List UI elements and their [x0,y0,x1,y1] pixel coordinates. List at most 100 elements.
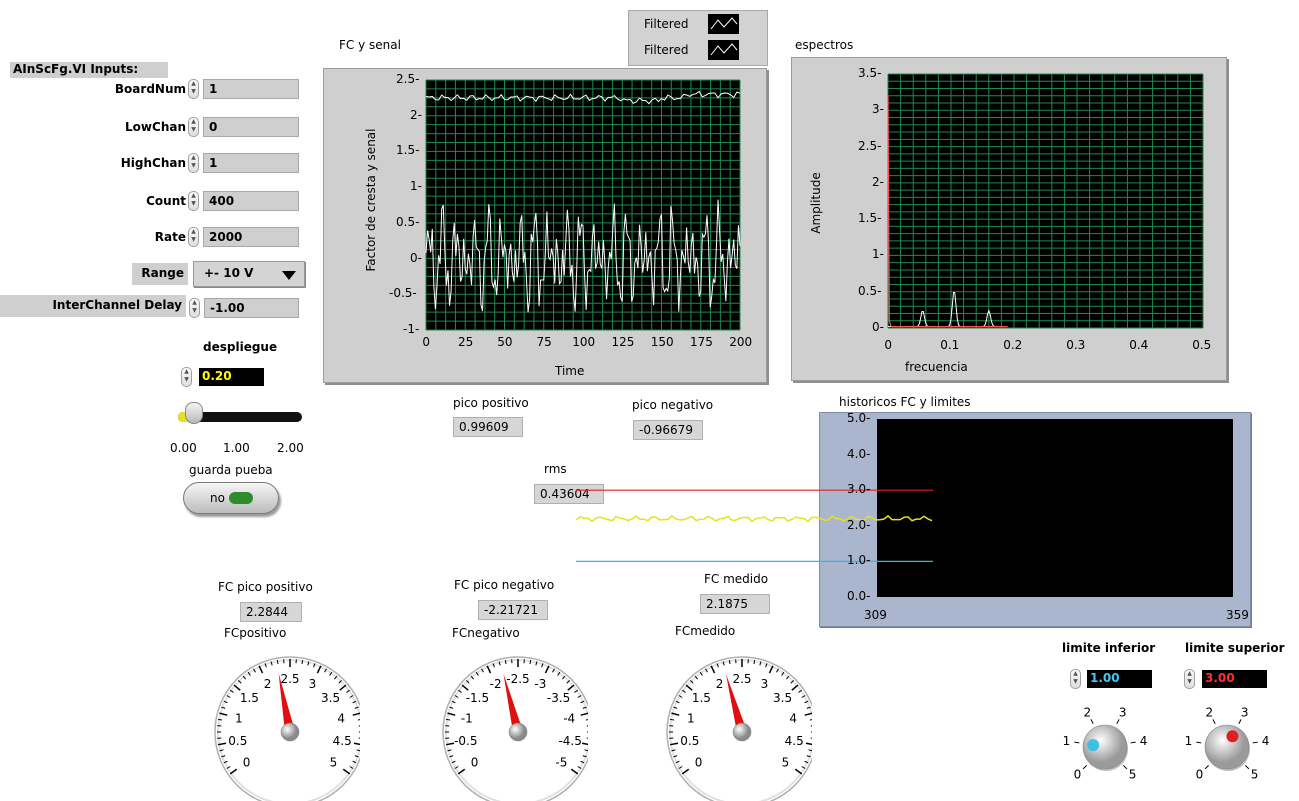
graph-fc-xlabel: Time [555,364,585,378]
gauge-tick-label: 1.5 [240,691,259,705]
limite-inferior-value[interactable]: 1.00 [1087,670,1152,688]
gauge-tick-label: 0.5 [228,734,247,748]
graph-fc-ytick: 2- [410,107,422,122]
gauge-tick-label: -1.5 [466,691,489,705]
rate-spinner[interactable]: ▲ ▼ [188,227,199,247]
knob-tick-label: 1 [1185,734,1193,748]
rate-label: Rate [154,230,186,244]
history-xtick-0: 309 [864,608,887,622]
despliegue-spinner[interactable]: ▲ ▼ [181,367,192,387]
fc-medido-value: 2.1875 [700,594,770,614]
gauge-tick-label: 5 [782,755,790,769]
slider-tick-0: 0.00 [170,441,197,455]
graph-fc-xtick: 0 [422,335,431,349]
graph-spec-ytick: 3.5- [858,66,882,80]
knob-tick-label: 0 [1196,768,1204,782]
knob-indicator [1226,730,1239,743]
graph-spec-xtick: 0 [884,338,893,352]
gauge-tick-label: 0 [243,755,251,769]
count-field[interactable]: 400 [203,191,299,211]
graph-spec-ytick: 2.5- [858,138,882,153]
highchan-field[interactable]: 1 [203,153,299,173]
knob-indicator [1087,739,1100,752]
lowchan-spinner[interactable]: ▲ ▼ [188,117,199,137]
knob-tick-label: 3 [1119,705,1127,719]
gauge-tick-label: 1 [235,711,243,725]
count-spinner[interactable]: ▲ ▼ [188,191,199,211]
history-ytick: 5.0- [847,411,871,425]
graph-fc-xtick: 200 [729,335,753,349]
boardnum-label: BoardNum [114,82,186,96]
legend-item-1[interactable]: Filtered [644,17,689,31]
knob-limite-inferior[interactable]: 0 1 2 3 4 5 [1050,692,1160,801]
fc-negativo-label: FC pico negativo [454,578,555,592]
pico-negativo-label: pico negativo [632,398,714,412]
graph-spec-ytick: 0- [872,320,884,334]
graph-fc-xtick: 75 [536,335,552,349]
graph-fc-ytick: 1- [410,179,422,194]
knob-tick-label: 0 [1074,768,1082,782]
gauge-needle [278,673,295,733]
gauge-tick-label: 3.5 [321,691,340,705]
chevron-down-icon [282,271,296,280]
gauge-tick-label: 4 [337,711,345,725]
fc-medido-label: FC medido [704,572,769,586]
gauge-tick-label: 4.5 [333,734,352,748]
range-dropdown[interactable]: +- 10 V [193,261,305,287]
slider-thumb[interactable] [185,402,203,424]
knob-tick-label: 3 [1241,705,1249,719]
boardnum-field[interactable]: 1 [203,79,299,99]
legend-swatch-icon [708,14,739,34]
limite-superior-value[interactable]: 3.00 [1202,670,1267,688]
interchannel-delay-spinner[interactable]: ▲ ▼ [189,298,200,318]
pico-positivo-value: 0.99609 [453,417,523,437]
history-ytick: 1.0- [847,553,871,568]
gauge-tick-label: -1 [461,711,473,725]
slider-tick-1: 1.00 [223,441,250,455]
despliegue-value[interactable]: 0.20 [199,368,264,386]
boardnum-spinner[interactable]: ▲ ▼ [188,79,199,99]
history-title: historicos FC y limites [839,395,971,409]
fc-negativo-value: -2.21721 [478,600,548,620]
count-label: Count [146,194,186,208]
graph-fc-ytick: 0- [410,250,422,265]
graph-fc-xtick: 50 [497,335,513,349]
limite-inferior-spinner[interactable]: ▲ ▼ [1070,669,1081,689]
rate-field[interactable]: 2000 [203,227,299,247]
gauge-tick-label: 2.5 [280,672,299,686]
history-ytick: 0.0- [847,589,871,603]
knob-tick-label: 1 [1063,734,1071,748]
highchan-label: HighChan [120,156,186,170]
inputs-title: AInScFg.VI Inputs: [10,62,168,78]
range-value: +- 10 V [204,266,254,280]
graph-fc-ytick: 2.5- [396,72,420,86]
fc-positivo-value: 2.2844 [240,602,302,622]
gauge-needle [503,673,523,734]
graph-spec-xtick: 0.5 [1192,338,1212,352]
graph-spec-xtick: 0.1 [940,338,960,352]
graph-fc-xtick: 125 [611,335,635,349]
graph-fc-ylabel: Factor de cresta y senal [364,128,378,272]
limite-superior-spinner[interactable]: ▲ ▼ [1184,669,1195,689]
gauge-tick-label: -3.5 [547,691,570,705]
led-icon [229,492,253,504]
legend-item-2[interactable]: Filtered [644,43,689,57]
knob-tick-label: 4 [1262,734,1270,748]
knob-tick-label: 5 [1251,768,1259,782]
graph-spec-xlabel: frecuencia [905,360,968,374]
despliegue-slider[interactable] [173,398,305,434]
graph-fc-ytick: 1.5- [396,143,420,158]
gauge-tick-label: 1 [687,711,695,725]
interchannel-delay-field[interactable]: -1.00 [204,298,299,318]
guarda-button[interactable]: no [183,482,279,514]
limite-superior-label: limite superior [1185,641,1285,655]
knob-limite-superior[interactable]: 0 1 2 3 4 5 [1172,692,1282,801]
rms-label: rms [544,462,567,476]
graph-fc-xtick: 150 [650,335,674,349]
knob-tick-label: 4 [1140,734,1148,748]
lowchan-field[interactable]: 0 [203,117,299,137]
graph-spec-xtick: 0.3 [1066,338,1086,352]
highchan-spinner[interactable]: ▲ ▼ [188,153,199,173]
gauge-tick-label: 2.5 [732,672,751,686]
graph-spec-xtick: 0.4 [1129,338,1149,352]
